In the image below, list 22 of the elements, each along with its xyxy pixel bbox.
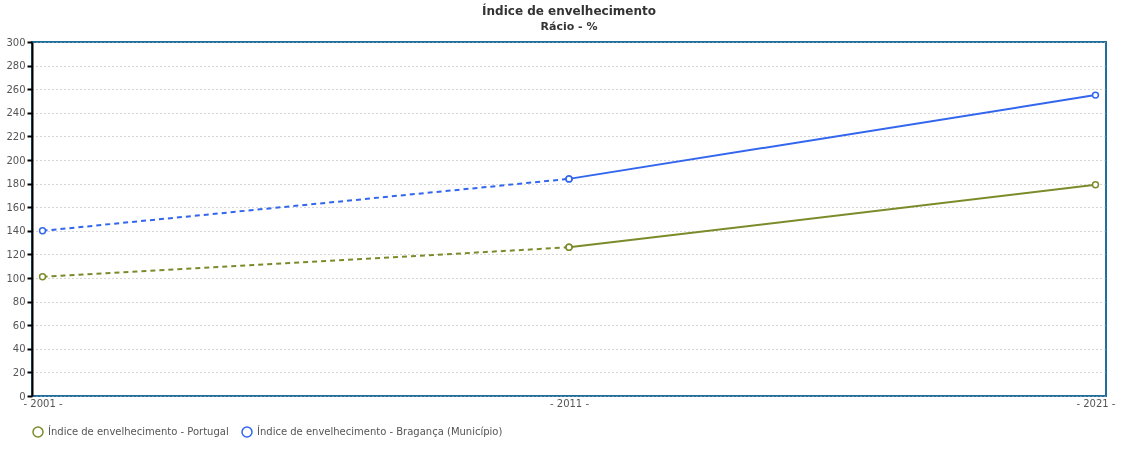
chart-subtitle: Rácio - % [540, 20, 598, 33]
y-tick-label: 300 [6, 36, 26, 48]
y-tick-label: 200 [6, 154, 26, 166]
y-tick-label: 180 [6, 178, 26, 190]
y-tick-label: 60 [12, 319, 26, 331]
x-tick-label: - 2011 - [549, 397, 590, 409]
legend-label: Índice de envelhecimento - Bragança (Município) [257, 425, 503, 437]
y-tick-label: 240 [6, 107, 26, 119]
y-tick-label: 40 [12, 343, 26, 355]
y-tick-label: 0 [19, 390, 26, 402]
chart-title: Índice de envelhecimento [482, 3, 656, 18]
y-tick-label: 160 [6, 201, 26, 213]
y-tick-label: 80 [12, 296, 26, 308]
y-tick-label: 100 [6, 272, 26, 284]
y-tick-label: 220 [6, 130, 26, 142]
legend-label: Índice de envelhecimento - Portugal [48, 425, 229, 437]
y-tick-label: 280 [6, 60, 26, 72]
y-tick-label: 120 [6, 248, 26, 260]
y-tick-label: 260 [6, 83, 26, 95]
y-tick-label: 140 [6, 225, 26, 237]
x-tick-label: - 2021 - [1076, 397, 1116, 409]
y-tick-label: 20 [12, 366, 26, 378]
